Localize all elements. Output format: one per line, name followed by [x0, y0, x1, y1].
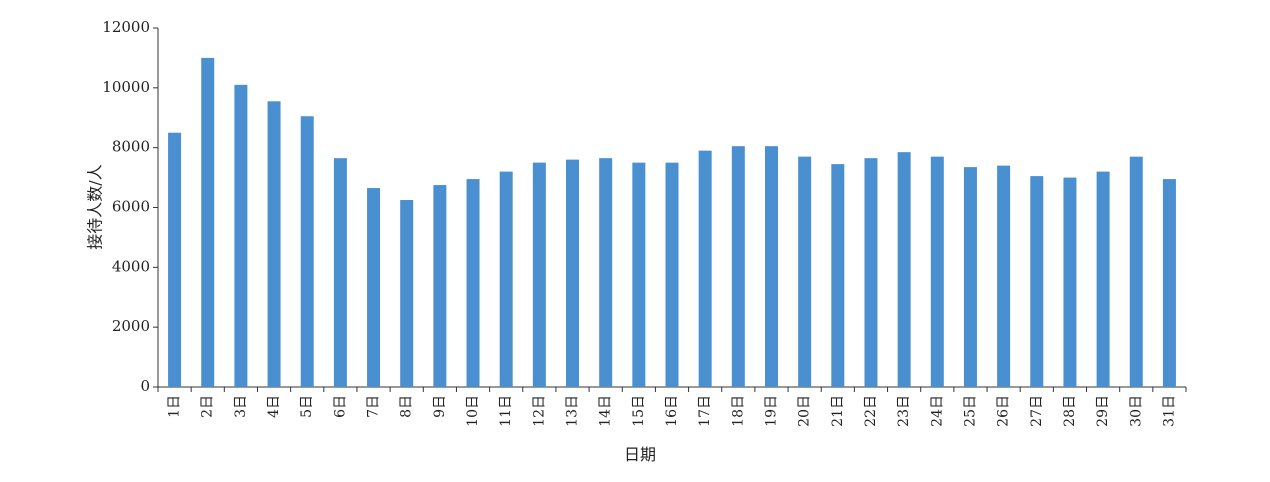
x-tick-label: 12日 [531, 395, 547, 427]
bar [532, 162, 546, 388]
x-tick-label: 22日 [863, 395, 879, 427]
x-tick-label: 1日 [167, 395, 183, 418]
x-tick-label: 25日 [962, 395, 978, 427]
x-tick-label: 10日 [465, 395, 481, 427]
bar [168, 132, 182, 387]
bar [201, 57, 215, 388]
bar [764, 146, 778, 387]
x-tick-label: 13日 [565, 395, 581, 427]
bar [1030, 176, 1044, 387]
x-tick-label: 11日 [498, 395, 514, 427]
bar [831, 164, 845, 387]
bar [897, 152, 911, 387]
bar [300, 116, 314, 387]
x-tick-label: 17日 [697, 395, 713, 427]
y-tick-label: 10000 [102, 78, 150, 96]
x-tick-label: 15日 [631, 395, 647, 427]
x-tick-label: 18日 [730, 395, 746, 427]
y-ticks: 0 2000 4000 6000 8000 10000 12000 [102, 18, 158, 395]
bar [930, 156, 944, 387]
x-tick-label: 2日 [200, 395, 216, 418]
bar [963, 167, 977, 387]
x-tick-label: 3日 [233, 395, 249, 418]
y-tick-label: 4000 [112, 257, 150, 275]
bar [367, 188, 381, 387]
bar [400, 200, 414, 387]
bar [433, 185, 447, 387]
x-ticks: 1日 2日 3日 4日 5日 6日 7日 8日 9日 10日 11日 12日 13日 14日 15日 16日 1… [157, 387, 1187, 427]
x-tick-label: 21日 [830, 395, 846, 427]
y-tick-label: 8000 [112, 138, 150, 156]
x-tick-label: 30日 [1128, 395, 1144, 427]
y-tick-label: 0 [140, 377, 150, 395]
bar [632, 162, 646, 388]
x-tick-label: 24日 [929, 395, 945, 427]
bar [234, 84, 248, 387]
bar [798, 156, 812, 387]
x-axis-title: 日期 [624, 445, 656, 464]
bar [731, 146, 745, 387]
x-tick-label: 26日 [996, 395, 1012, 427]
bar [267, 101, 281, 388]
x-tick-label: 6日 [332, 395, 348, 418]
bar [1096, 171, 1110, 387]
y-axis-title: 接待人数/人 [86, 164, 105, 249]
x-tick-label: 7日 [366, 395, 382, 418]
y-tick-label: 12000 [102, 18, 150, 36]
bar [1129, 156, 1143, 387]
bar [665, 162, 679, 388]
bar [466, 179, 480, 387]
x-tick-label: 8日 [399, 395, 415, 418]
x-tick-label: 19日 [763, 395, 779, 427]
x-tick-label: 31日 [1161, 395, 1177, 427]
bar [864, 158, 878, 387]
bar [1162, 179, 1176, 387]
bar [997, 165, 1011, 387]
bar [333, 158, 347, 387]
x-tick-label: 9日 [432, 395, 448, 418]
x-tick-label: 16日 [664, 395, 680, 427]
y-tick-label: 2000 [112, 317, 150, 335]
x-tick-label: 29日 [1095, 395, 1111, 427]
bars [168, 57, 1176, 388]
x-tick-label: 5日 [299, 395, 315, 418]
bar [499, 171, 513, 387]
y-tick-label: 6000 [112, 198, 150, 216]
x-tick-label: 14日 [598, 395, 614, 427]
bar [566, 159, 580, 387]
x-tick-label: 4日 [266, 395, 282, 418]
x-tick-label: 28日 [1062, 395, 1078, 427]
bar [698, 150, 712, 387]
bar [599, 158, 613, 387]
x-tick-label: 20日 [797, 395, 813, 427]
bar [1063, 177, 1077, 387]
x-tick-label: 23日 [896, 395, 912, 427]
x-tick-label: 27日 [1029, 395, 1045, 427]
